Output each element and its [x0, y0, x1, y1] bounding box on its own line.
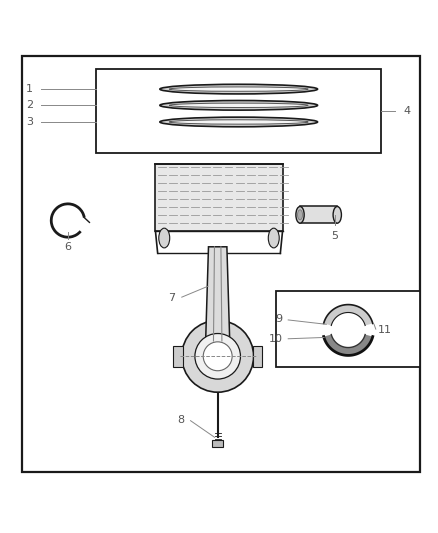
Ellipse shape — [160, 101, 318, 110]
Bar — [155, 164, 283, 231]
Ellipse shape — [268, 228, 279, 248]
Text: 11: 11 — [378, 325, 392, 335]
Ellipse shape — [333, 206, 342, 223]
Text: 2: 2 — [26, 100, 33, 110]
Text: 8: 8 — [177, 415, 184, 425]
Ellipse shape — [159, 228, 170, 248]
Ellipse shape — [160, 84, 318, 94]
Polygon shape — [324, 335, 373, 356]
Text: 4: 4 — [403, 106, 410, 116]
Ellipse shape — [170, 103, 308, 108]
Ellipse shape — [170, 120, 308, 124]
Text: 3: 3 — [26, 117, 33, 127]
Ellipse shape — [160, 117, 318, 127]
Bar — [300, 206, 337, 223]
Ellipse shape — [296, 206, 304, 223]
Polygon shape — [206, 247, 230, 341]
Circle shape — [203, 342, 232, 371]
Text: 6: 6 — [64, 243, 71, 253]
Bar — [96, 69, 381, 152]
Text: 7: 7 — [168, 293, 175, 303]
Ellipse shape — [297, 210, 303, 220]
Bar — [173, 346, 183, 367]
Polygon shape — [324, 304, 373, 326]
Text: 9: 9 — [276, 314, 283, 324]
Text: 5: 5 — [332, 231, 339, 240]
Text: 1: 1 — [26, 84, 33, 94]
Circle shape — [195, 334, 240, 379]
Text: 10: 10 — [268, 334, 283, 344]
Bar — [212, 440, 223, 447]
Circle shape — [182, 320, 254, 392]
Ellipse shape — [170, 87, 308, 91]
Bar — [253, 346, 262, 367]
Bar — [276, 290, 420, 367]
